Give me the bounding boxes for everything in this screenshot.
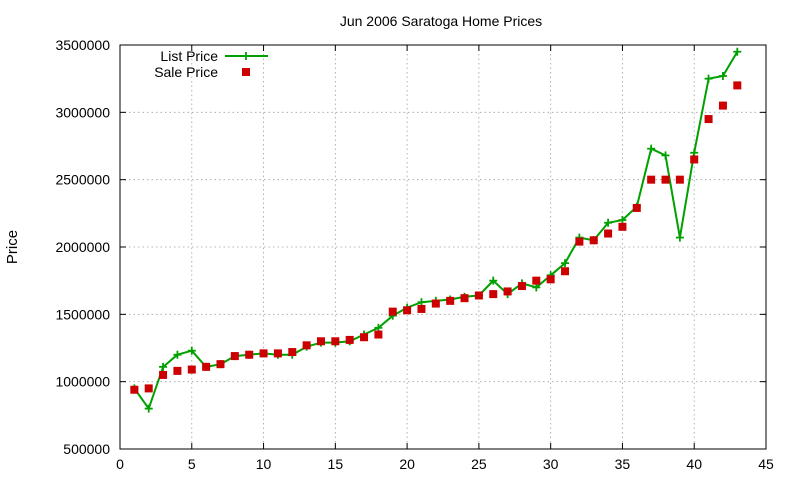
series-layer (130, 47, 742, 413)
list-price-point (618, 216, 627, 225)
sale-price-point (718, 101, 727, 110)
legend-sample-sale-price (242, 68, 250, 76)
sale-price-point (173, 366, 182, 375)
list-price-point (374, 323, 383, 332)
sale-price-point (546, 275, 555, 284)
sale-price-point (690, 155, 699, 164)
sale-price-point (532, 276, 541, 285)
sale-price-point (604, 229, 613, 238)
sale-price-point (216, 360, 225, 369)
sale-price-point (618, 222, 627, 231)
sale-price-point (661, 175, 670, 184)
x-tick-label: 10 (256, 456, 272, 472)
y-axis-label: Price (4, 230, 21, 264)
sale-price-point (417, 304, 426, 313)
y-tick-label: 1000000 (55, 374, 110, 390)
sale-price-point (489, 290, 498, 299)
list-price-point (704, 74, 713, 83)
list-price-point (647, 144, 656, 153)
sale-price-point (345, 335, 354, 344)
sale-price-point (431, 299, 440, 308)
x-tick-label: 30 (543, 456, 559, 472)
sale-price-point (517, 282, 526, 291)
list-price-point (675, 233, 684, 242)
y-tick-label: 500000 (63, 441, 110, 457)
list-price-point (661, 151, 670, 160)
x-tick-label: 45 (758, 456, 774, 472)
list-price-point (532, 283, 541, 292)
x-tick-label: 0 (116, 456, 124, 472)
sale-price-point (159, 370, 168, 379)
sale-price-point (259, 349, 268, 358)
sale-price-point (403, 306, 412, 315)
list-price-point (144, 404, 153, 413)
list-price-point (173, 350, 182, 359)
list-price-point (159, 362, 168, 371)
x-tick-label: 20 (399, 456, 415, 472)
sale-price-point (245, 350, 254, 359)
sale-price-point (503, 287, 512, 296)
sale-price-point (316, 337, 325, 346)
list-price-point (733, 47, 742, 56)
sale-price-point (474, 291, 483, 300)
sale-price-point (733, 81, 742, 90)
sale-price-point (675, 175, 684, 184)
sale-price-point (202, 362, 211, 371)
y-tick-label: 3000000 (55, 104, 110, 120)
list-price-point (718, 71, 727, 80)
sale-price-point (647, 175, 656, 184)
sale-price-point (575, 237, 584, 246)
sale-price-point (187, 365, 196, 374)
legend-label-sale-price: Sale Price (154, 64, 218, 80)
list-price-point (187, 346, 196, 355)
sale-price-point (561, 267, 570, 276)
y-tick-label: 3500000 (55, 37, 110, 53)
sale-price-point (288, 348, 297, 357)
legend-label-list-price: List Price (160, 48, 218, 64)
list-price-point (417, 298, 426, 307)
list-price-point (690, 148, 699, 157)
sale-price-point (273, 349, 282, 358)
x-tick-label: 25 (471, 456, 487, 472)
sale-price-point (446, 296, 455, 305)
sale-price-point (144, 384, 153, 393)
sale-price-point (632, 203, 641, 212)
sale-price-point (374, 330, 383, 339)
sale-price-point (589, 236, 598, 245)
x-tick-label: 5 (188, 456, 196, 472)
sale-price-point (704, 115, 713, 124)
sale-price-point (331, 337, 340, 346)
x-tick-label: 15 (328, 456, 344, 472)
list-price-point (561, 259, 570, 268)
sale-price-point (230, 352, 239, 361)
chart-title: Jun 2006 Saratoga Home Prices (340, 13, 542, 29)
sale-price-point (130, 385, 139, 394)
legend: List Price Sale Price (154, 48, 268, 80)
sale-price-point (388, 307, 397, 316)
list-price-point (604, 218, 613, 227)
list-price-point (489, 276, 498, 285)
x-tick-label: 40 (686, 456, 702, 472)
y-tick-label: 1500000 (55, 306, 110, 322)
axis-layer: 0 5 10 15 20 25 30 35 40 45 500000 1000000 1500000 20… (55, 37, 774, 472)
sale-price-point (460, 294, 469, 303)
y-tick-label: 2000000 (55, 239, 110, 255)
sale-price-point (302, 341, 311, 350)
x-tick-label: 35 (615, 456, 631, 472)
sale-price-point (360, 333, 369, 342)
y-tick-label: 2500000 (55, 172, 110, 188)
